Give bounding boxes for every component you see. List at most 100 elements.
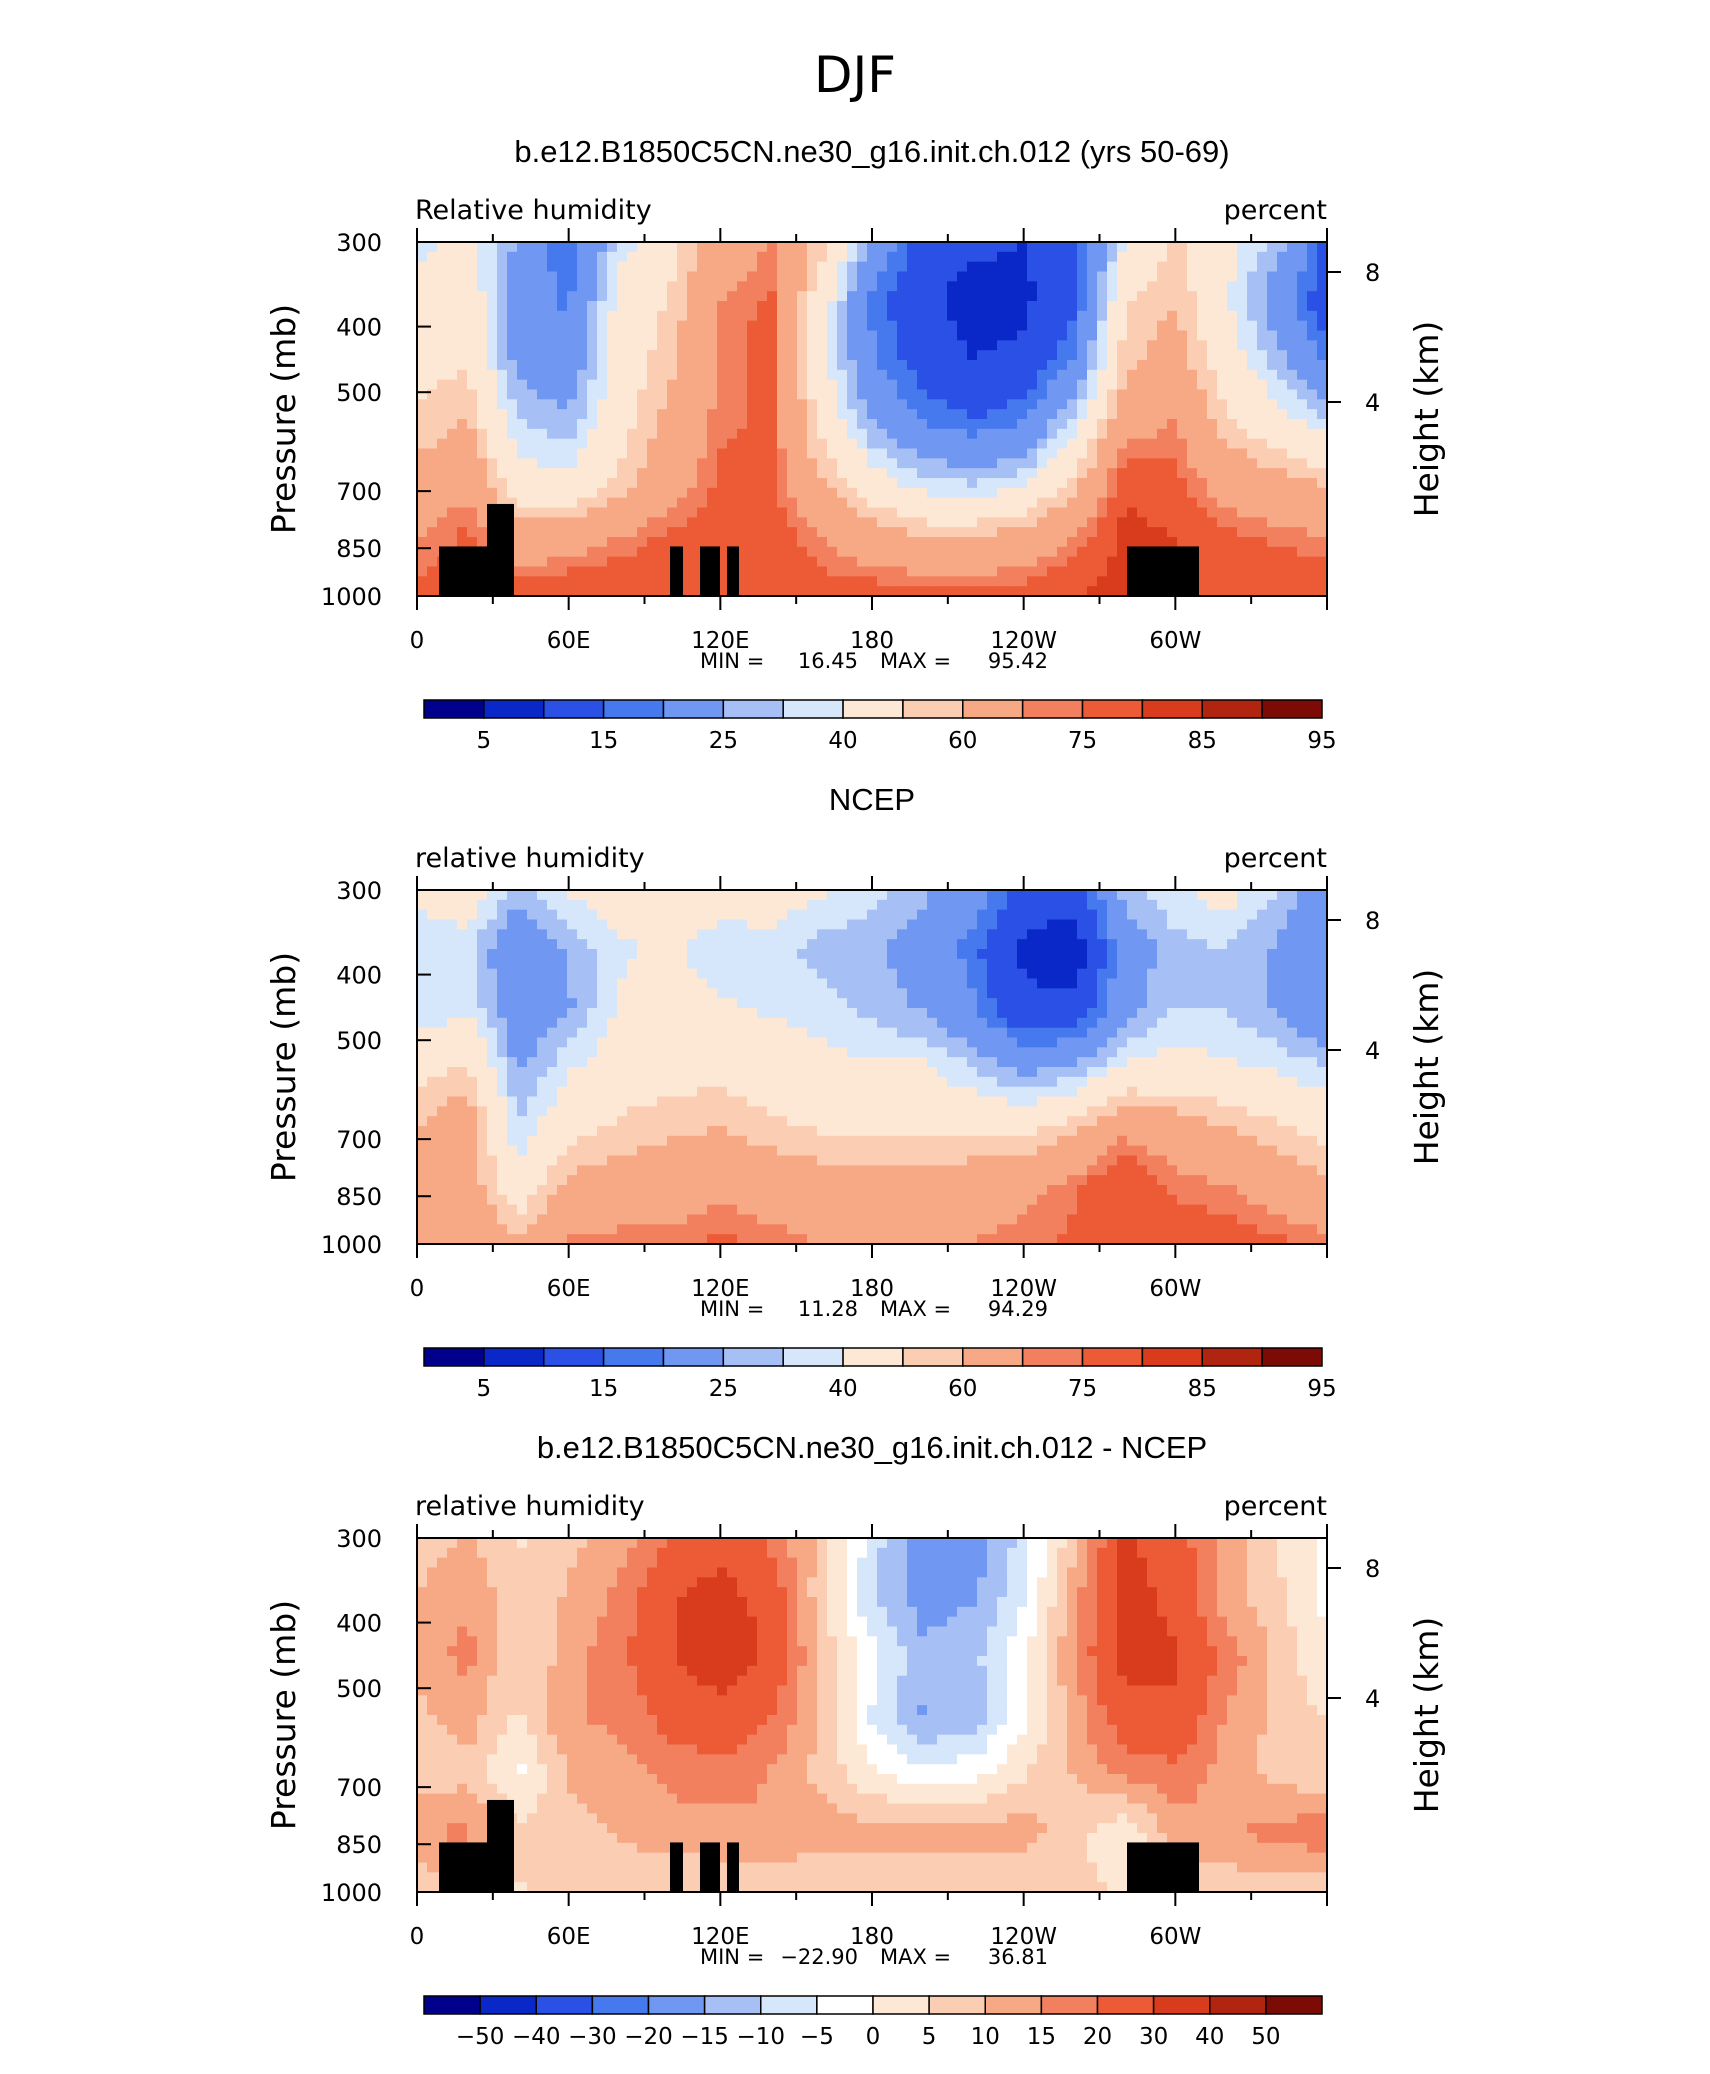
field-cell bbox=[727, 419, 738, 430]
field-cell bbox=[1137, 958, 1148, 970]
field-cell bbox=[1127, 369, 1138, 381]
field-cell bbox=[987, 438, 998, 450]
field-cell bbox=[1267, 958, 1278, 970]
field-cell bbox=[687, 291, 698, 302]
field-cell bbox=[1197, 988, 1208, 999]
field-cell bbox=[717, 360, 728, 371]
panel-model: b.e12.B1850C5CN.ne30_g16.init.ch.012 (yr… bbox=[264, 134, 1446, 754]
field-cell bbox=[1267, 546, 1278, 558]
field-cell bbox=[1287, 487, 1298, 499]
field-cell bbox=[537, 958, 548, 970]
field-cell bbox=[1087, 1047, 1098, 1058]
field-cell bbox=[887, 939, 898, 950]
field-cell bbox=[487, 330, 498, 341]
field-cell bbox=[987, 369, 998, 381]
field-cell bbox=[1117, 271, 1128, 282]
field-cell bbox=[1057, 576, 1068, 587]
field-cell bbox=[507, 988, 518, 999]
field-cell bbox=[1117, 281, 1128, 292]
field-cell bbox=[897, 546, 908, 558]
field-cell bbox=[1117, 310, 1128, 322]
field-cell bbox=[687, 389, 698, 400]
field-cell bbox=[617, 1008, 628, 1019]
field-cell bbox=[687, 468, 698, 479]
field-cell bbox=[987, 468, 998, 479]
field-cell bbox=[687, 546, 698, 558]
field-cell bbox=[1217, 899, 1228, 911]
field-cell bbox=[1307, 949, 1318, 960]
field-cell bbox=[1117, 909, 1128, 921]
field-cell bbox=[1147, 291, 1158, 302]
field-cell bbox=[1047, 527, 1058, 538]
field-cell bbox=[987, 271, 998, 282]
field-cell bbox=[667, 1017, 678, 1029]
field-cell bbox=[1147, 360, 1158, 371]
field-cell bbox=[837, 527, 848, 538]
field-cell bbox=[817, 360, 828, 371]
field-cell bbox=[477, 1017, 488, 1029]
field-cell bbox=[1237, 929, 1248, 940]
field-cell bbox=[717, 369, 728, 381]
field-cell bbox=[1147, 537, 1158, 548]
field-cell bbox=[517, 428, 528, 440]
field-cell bbox=[987, 487, 998, 499]
field-cell bbox=[447, 478, 458, 489]
field-cell bbox=[427, 448, 438, 459]
field-cell bbox=[487, 301, 498, 312]
field-cell bbox=[1307, 909, 1318, 921]
field-cell bbox=[1167, 909, 1178, 921]
field-cell bbox=[1127, 310, 1138, 322]
field-cell bbox=[1147, 527, 1158, 538]
field-cell bbox=[1167, 428, 1178, 440]
field-cell bbox=[1177, 929, 1188, 940]
field-cell bbox=[1287, 251, 1298, 263]
field-cell bbox=[507, 1008, 518, 1019]
field-cell bbox=[977, 330, 988, 341]
field-cell bbox=[1207, 1037, 1218, 1048]
field-cell bbox=[567, 320, 578, 332]
field-cell bbox=[527, 478, 538, 489]
field-cell bbox=[907, 546, 918, 558]
field-cell bbox=[867, 556, 878, 568]
field-cell bbox=[1187, 507, 1198, 518]
field-cell bbox=[997, 291, 1008, 302]
field-cell bbox=[937, 399, 948, 410]
field-cell bbox=[967, 301, 978, 312]
field-cell bbox=[1227, 1047, 1238, 1058]
field-cell bbox=[877, 281, 888, 292]
field-cell bbox=[627, 261, 638, 273]
field-cell bbox=[417, 478, 428, 489]
field-cell bbox=[857, 546, 868, 558]
field-cell bbox=[717, 320, 728, 332]
field-cell bbox=[917, 929, 928, 940]
field-cell bbox=[817, 929, 828, 940]
field-cell bbox=[457, 1037, 468, 1048]
field-cell bbox=[947, 919, 958, 930]
field-cell bbox=[967, 1057, 978, 1068]
field-cell bbox=[707, 909, 718, 921]
field-cell bbox=[617, 939, 628, 950]
field-cell bbox=[1187, 389, 1198, 400]
field-cell bbox=[457, 379, 468, 391]
field-cell bbox=[737, 909, 748, 921]
field-cell bbox=[527, 497, 538, 509]
field-cell bbox=[667, 909, 678, 921]
field-cell bbox=[557, 438, 568, 450]
field-cell bbox=[1217, 586, 1228, 597]
field-cell bbox=[1087, 1057, 1098, 1068]
field-cell bbox=[477, 251, 488, 263]
field-cell bbox=[1237, 958, 1248, 970]
field-cell bbox=[637, 988, 648, 999]
field-cell bbox=[937, 497, 948, 509]
field-cell bbox=[707, 527, 718, 538]
field-cell bbox=[437, 537, 448, 548]
field-cell bbox=[1287, 566, 1298, 577]
field-cell bbox=[847, 478, 858, 489]
field-cell bbox=[877, 998, 888, 1009]
field-cell bbox=[1077, 978, 1088, 989]
field-cell bbox=[507, 448, 518, 459]
field-cell bbox=[887, 1027, 898, 1039]
field-cell bbox=[647, 517, 658, 528]
field-cell bbox=[617, 281, 628, 292]
field-cell bbox=[417, 1017, 428, 1029]
